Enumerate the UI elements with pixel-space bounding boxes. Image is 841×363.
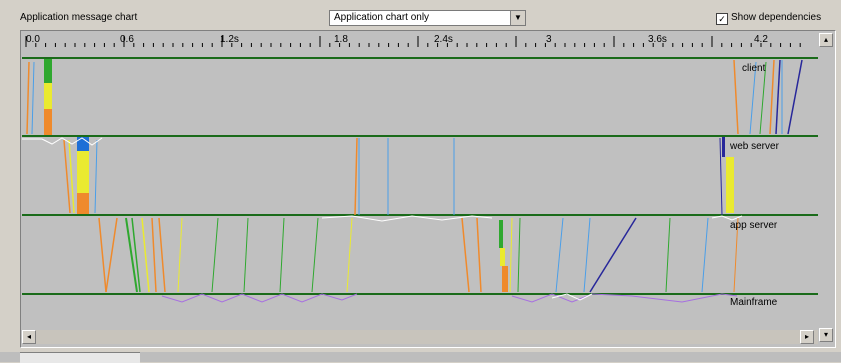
scroll-right-icon[interactable]: ▸ <box>800 330 814 344</box>
message-arrow <box>211 217 219 293</box>
message-arrow <box>517 217 521 293</box>
dependency-line <box>551 293 593 301</box>
scroll-left-icon[interactable]: ◂ <box>22 330 36 344</box>
view-select-value: Application chart only <box>334 12 430 23</box>
message-arrow <box>759 61 767 135</box>
message-arrow <box>749 61 757 135</box>
message-arrow <box>665 217 671 293</box>
message-arrow <box>775 59 781 135</box>
message-arrow <box>279 217 285 293</box>
chart-title: Application message chart <box>20 12 138 23</box>
message-arrow <box>719 137 723 216</box>
time-ruler: 0.0 0.6 1.2s 1.8 2.4s 3 3.6s 4.2 <box>22 32 818 48</box>
client-activity-bar <box>44 59 52 135</box>
dependency-line <box>321 215 493 222</box>
message-arrow <box>555 217 564 293</box>
message-arrow <box>461 217 470 293</box>
message-arrow <box>158 217 166 293</box>
message-arrow <box>354 137 358 216</box>
message-arrow <box>63 139 71 214</box>
checkbox-check-icon: ✓ <box>716 13 728 25</box>
message-arrow <box>733 59 739 135</box>
chevron-down-icon[interactable]: ▼ <box>510 11 525 25</box>
horizontal-scrollbar[interactable]: ◂ ▸ <box>22 330 818 344</box>
app-server-activity-bar <box>499 220 508 292</box>
chart-toolbar: Application message chart Application ch… <box>0 0 841 30</box>
message-arrow <box>243 217 249 293</box>
message-chart <box>22 48 818 330</box>
message-arrow <box>125 217 138 293</box>
view-select[interactable]: Application chart only ▼ <box>329 10 526 26</box>
vertical-scrollbar[interactable]: ▴ ▾ <box>818 32 834 344</box>
message-arrow <box>151 217 157 293</box>
message-arrow <box>177 217 183 293</box>
message-arrow <box>476 217 482 293</box>
web-server-activity-bar-right <box>722 137 734 213</box>
message-arrow <box>346 217 353 293</box>
message-arrow <box>68 139 75 214</box>
message-arrow <box>26 61 30 135</box>
message-arrow <box>105 217 118 293</box>
message-arrow <box>509 217 513 293</box>
lane-label-web-server: web server <box>730 141 779 152</box>
message-arrow <box>583 217 591 293</box>
lane-label-app-server: app server <box>730 220 778 231</box>
lane-label-client: client <box>742 63 766 74</box>
message-arrow <box>141 217 150 293</box>
lane-label-mainframe: Mainframe <box>730 297 778 308</box>
tick-label: 4.2 <box>754 34 768 45</box>
message-arrow <box>787 59 803 135</box>
message-arrow <box>131 217 141 293</box>
tick-label: 0.6 <box>120 34 134 45</box>
ruler-ticks <box>25 36 801 47</box>
dependency-line <box>161 293 358 303</box>
show-dependencies-label: Show dependencies <box>731 12 822 23</box>
dependency-line <box>711 215 743 221</box>
tick-label: 3.6s <box>648 34 667 45</box>
message-arrow <box>311 217 319 293</box>
message-arrow <box>769 59 775 135</box>
scroll-down-icon[interactable]: ▾ <box>819 328 833 342</box>
tick-label: 2.4s <box>434 34 453 45</box>
tick-label: 1.8 <box>334 34 348 45</box>
message-arrow <box>94 139 98 214</box>
message-arrow <box>589 217 637 293</box>
web-server-activity-bar <box>77 137 89 214</box>
dependency-line <box>22 137 103 146</box>
show-dependencies-checkbox[interactable]: ✓ Show dependencies <box>716 12 821 25</box>
status-strip <box>0 352 841 362</box>
bottom-tab[interactable] <box>20 352 140 363</box>
message-arrow <box>98 217 107 293</box>
tick-label: 0.0 <box>26 34 40 45</box>
tick-label: 1.2s <box>220 34 239 45</box>
message-arrow <box>701 217 709 293</box>
tick-label: 3 <box>546 34 552 45</box>
scroll-up-icon[interactable]: ▴ <box>819 33 833 47</box>
message-arrow <box>31 61 35 135</box>
message-arrow <box>733 217 739 293</box>
